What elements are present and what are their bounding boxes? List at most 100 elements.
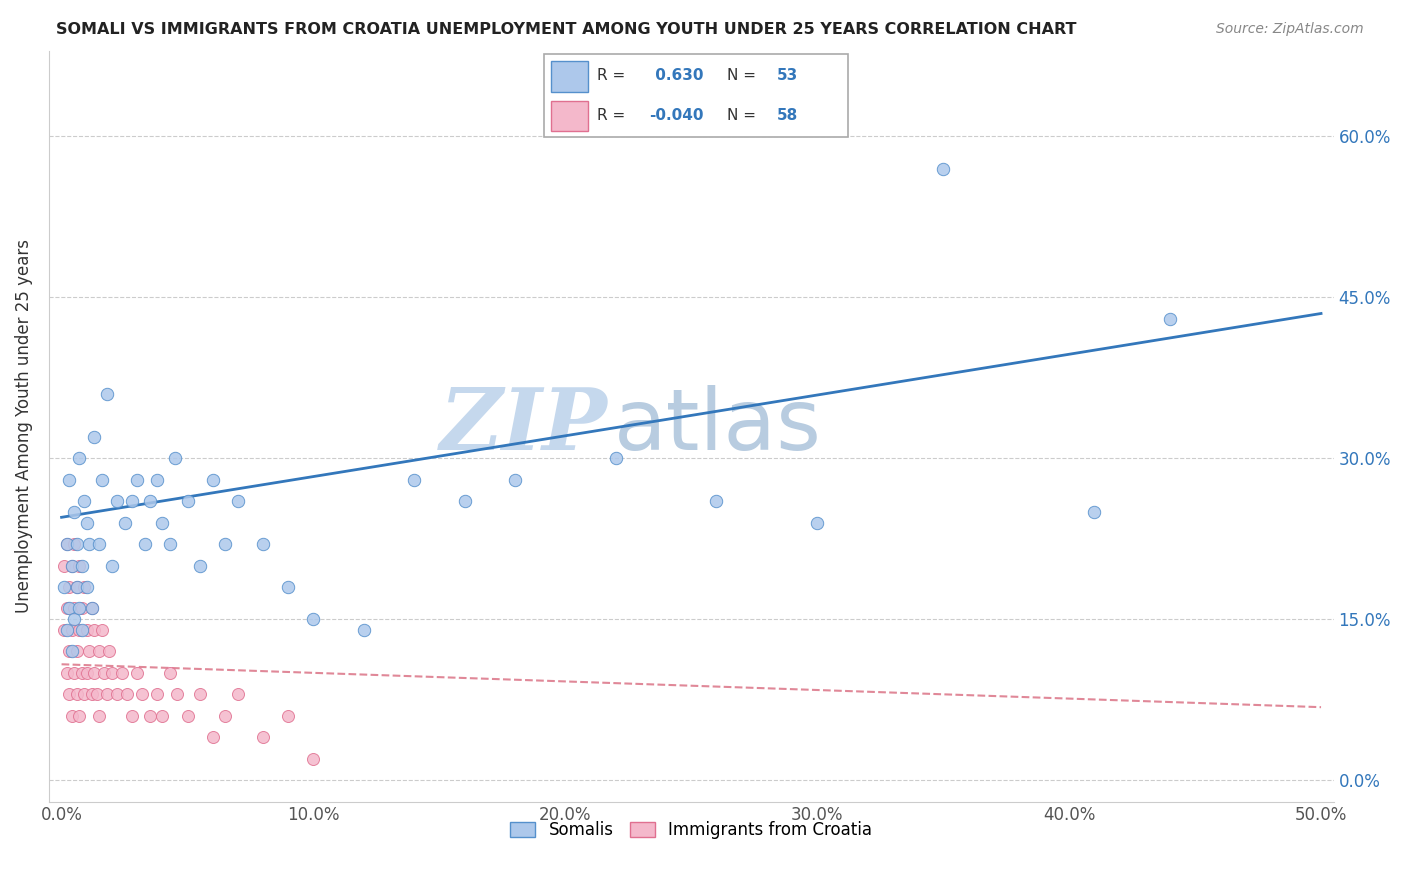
Point (76, 580, 98, 594)
Point (63, 665, 86, 680)
Point (127, 473, 149, 487)
Point (353, 623, 375, 637)
Point (80, 601, 103, 615)
Text: 53: 53 (776, 68, 797, 83)
Point (70, 601, 93, 615)
Point (53, 623, 76, 637)
Point (76, 516, 98, 530)
Point (67, 708, 90, 723)
Point (86, 687, 108, 701)
Point (55, 665, 77, 680)
Point (138, 708, 160, 723)
Point (188, 558, 211, 573)
Point (159, 665, 181, 680)
Point (105, 687, 128, 701)
Text: 58: 58 (776, 108, 797, 123)
Text: N =: N = (727, 68, 756, 83)
Point (127, 665, 149, 680)
Point (80, 687, 103, 701)
Point (226, 687, 249, 701)
Point (93, 665, 115, 680)
Point (77, 644, 100, 658)
Point (76, 623, 98, 637)
FancyBboxPatch shape (551, 101, 588, 131)
Point (67, 601, 90, 615)
Point (66, 537, 89, 551)
Point (60, 708, 83, 723)
Point (55, 537, 77, 551)
Point (138, 494, 160, 508)
Point (66, 580, 89, 594)
Point (89, 644, 111, 658)
FancyBboxPatch shape (551, 62, 588, 92)
Point (73, 687, 96, 701)
Point (58, 601, 80, 615)
Text: N =: N = (727, 108, 756, 123)
Point (114, 516, 136, 530)
Point (1159, 311, 1181, 326)
Point (404, 473, 426, 487)
Point (176, 708, 198, 723)
FancyBboxPatch shape (544, 54, 848, 137)
Point (53, 580, 76, 594)
Point (58, 473, 80, 487)
Point (58, 580, 80, 594)
Point (252, 537, 274, 551)
Point (1083, 505, 1105, 519)
Point (277, 580, 299, 594)
Point (226, 494, 249, 508)
Text: R =: R = (598, 68, 626, 83)
Point (121, 494, 143, 508)
Point (73, 580, 96, 594)
Point (55, 623, 77, 637)
Point (134, 537, 156, 551)
Point (214, 537, 236, 551)
Point (201, 730, 224, 744)
Point (60, 623, 83, 637)
Point (58, 644, 80, 658)
Point (163, 451, 186, 466)
Point (67, 623, 90, 637)
Text: Source: ZipAtlas.com: Source: ZipAtlas.com (1216, 22, 1364, 37)
Point (96, 387, 118, 401)
Point (302, 752, 325, 766)
Point (66, 580, 89, 594)
Point (55, 601, 77, 615)
Point (105, 494, 128, 508)
Point (60, 558, 83, 573)
Text: 0.630: 0.630 (650, 68, 703, 83)
Point (67, 558, 90, 573)
Point (70, 558, 93, 573)
Point (277, 708, 299, 723)
Point (58, 687, 80, 701)
Point (159, 537, 181, 551)
Point (932, 161, 955, 176)
Point (806, 516, 828, 530)
Point (63, 601, 86, 615)
Point (131, 687, 153, 701)
Point (89, 537, 111, 551)
Text: -0.040: -0.040 (650, 108, 704, 123)
Point (66, 644, 89, 658)
Point (77, 537, 100, 551)
Point (83, 665, 105, 680)
Point (83, 430, 105, 444)
Point (111, 665, 134, 680)
Point (80, 601, 103, 615)
Point (63, 537, 86, 551)
Point (60, 558, 83, 573)
Point (101, 558, 124, 573)
Point (73, 494, 96, 508)
Point (70, 665, 93, 680)
Point (53, 558, 76, 573)
Point (214, 708, 236, 723)
Point (150, 516, 173, 530)
Text: SOMALI VS IMMIGRANTS FROM CROATIA UNEMPLOYMENT AMONG YOUTH UNDER 25 YEARS CORREL: SOMALI VS IMMIGRANTS FROM CROATIA UNEMPL… (56, 22, 1077, 37)
Text: ZIP: ZIP (440, 384, 607, 468)
Point (66, 687, 89, 701)
Point (605, 451, 627, 466)
Text: R =: R = (598, 108, 626, 123)
Y-axis label: Unemployment Among Youth under 25 years: Unemployment Among Youth under 25 years (15, 239, 32, 613)
Point (302, 612, 325, 626)
Point (63, 612, 86, 626)
